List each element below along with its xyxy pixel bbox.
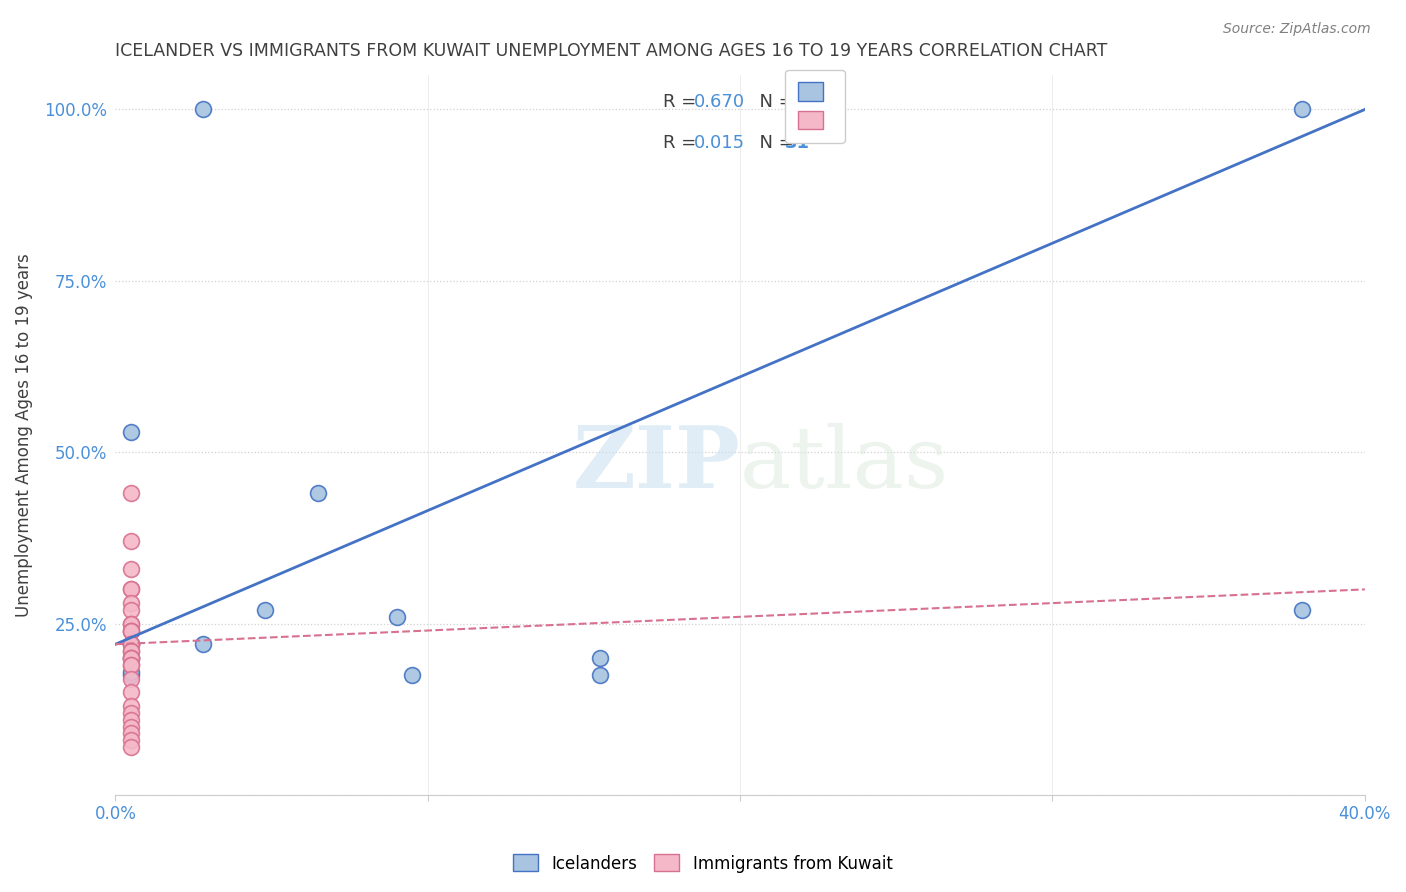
Point bbox=[120, 562, 142, 576]
Text: atlas: atlas bbox=[740, 422, 949, 506]
Point bbox=[120, 672, 142, 686]
Point bbox=[120, 486, 142, 500]
Point bbox=[120, 657, 142, 672]
Point bbox=[120, 644, 142, 658]
Text: R =: R = bbox=[662, 134, 702, 153]
Point bbox=[588, 668, 610, 682]
Point bbox=[120, 624, 142, 638]
Point bbox=[120, 706, 142, 720]
Point bbox=[120, 637, 142, 651]
Point bbox=[120, 668, 142, 682]
Point bbox=[120, 534, 142, 549]
Text: 0.015: 0.015 bbox=[695, 134, 745, 153]
Point bbox=[401, 668, 423, 682]
Point bbox=[254, 603, 277, 617]
Text: 0.670: 0.670 bbox=[695, 93, 745, 112]
Point bbox=[120, 616, 142, 631]
Point bbox=[120, 651, 142, 665]
Point bbox=[120, 644, 142, 658]
Text: N =: N = bbox=[748, 134, 799, 153]
Text: 31: 31 bbox=[785, 134, 810, 153]
Point bbox=[120, 685, 142, 699]
Point bbox=[120, 425, 142, 439]
Legend: Icelanders, Immigrants from Kuwait: Icelanders, Immigrants from Kuwait bbox=[506, 847, 900, 880]
Text: 15: 15 bbox=[785, 93, 810, 112]
Point bbox=[120, 582, 142, 597]
Point bbox=[1291, 603, 1313, 617]
Text: N =: N = bbox=[748, 93, 799, 112]
Point bbox=[120, 624, 142, 638]
Y-axis label: Unemployment Among Ages 16 to 19 years: Unemployment Among Ages 16 to 19 years bbox=[15, 253, 32, 617]
Point bbox=[120, 651, 142, 665]
Point bbox=[120, 740, 142, 755]
Point bbox=[120, 637, 142, 651]
Text: ICELANDER VS IMMIGRANTS FROM KUWAIT UNEMPLOYMENT AMONG AGES 16 TO 19 YEARS CORRE: ICELANDER VS IMMIGRANTS FROM KUWAIT UNEM… bbox=[115, 42, 1108, 60]
Point bbox=[120, 698, 142, 713]
Point bbox=[385, 609, 408, 624]
Point bbox=[588, 651, 610, 665]
Point bbox=[1291, 103, 1313, 117]
Point bbox=[120, 657, 142, 672]
Point bbox=[191, 103, 214, 117]
Point bbox=[120, 582, 142, 597]
Text: R =: R = bbox=[662, 93, 702, 112]
Point bbox=[120, 624, 142, 638]
Legend: , : , bbox=[786, 70, 845, 143]
Point bbox=[308, 486, 330, 500]
Point bbox=[120, 651, 142, 665]
Point bbox=[120, 616, 142, 631]
Point bbox=[191, 637, 214, 651]
Point bbox=[120, 637, 142, 651]
Text: Source: ZipAtlas.com: Source: ZipAtlas.com bbox=[1223, 22, 1371, 37]
Point bbox=[120, 733, 142, 747]
Point bbox=[120, 726, 142, 740]
Point bbox=[120, 603, 142, 617]
Point bbox=[120, 596, 142, 610]
Point bbox=[120, 637, 142, 651]
Point bbox=[120, 713, 142, 727]
Point bbox=[120, 651, 142, 665]
Text: ZIP: ZIP bbox=[572, 422, 740, 506]
Point bbox=[120, 719, 142, 733]
Point bbox=[120, 665, 142, 679]
